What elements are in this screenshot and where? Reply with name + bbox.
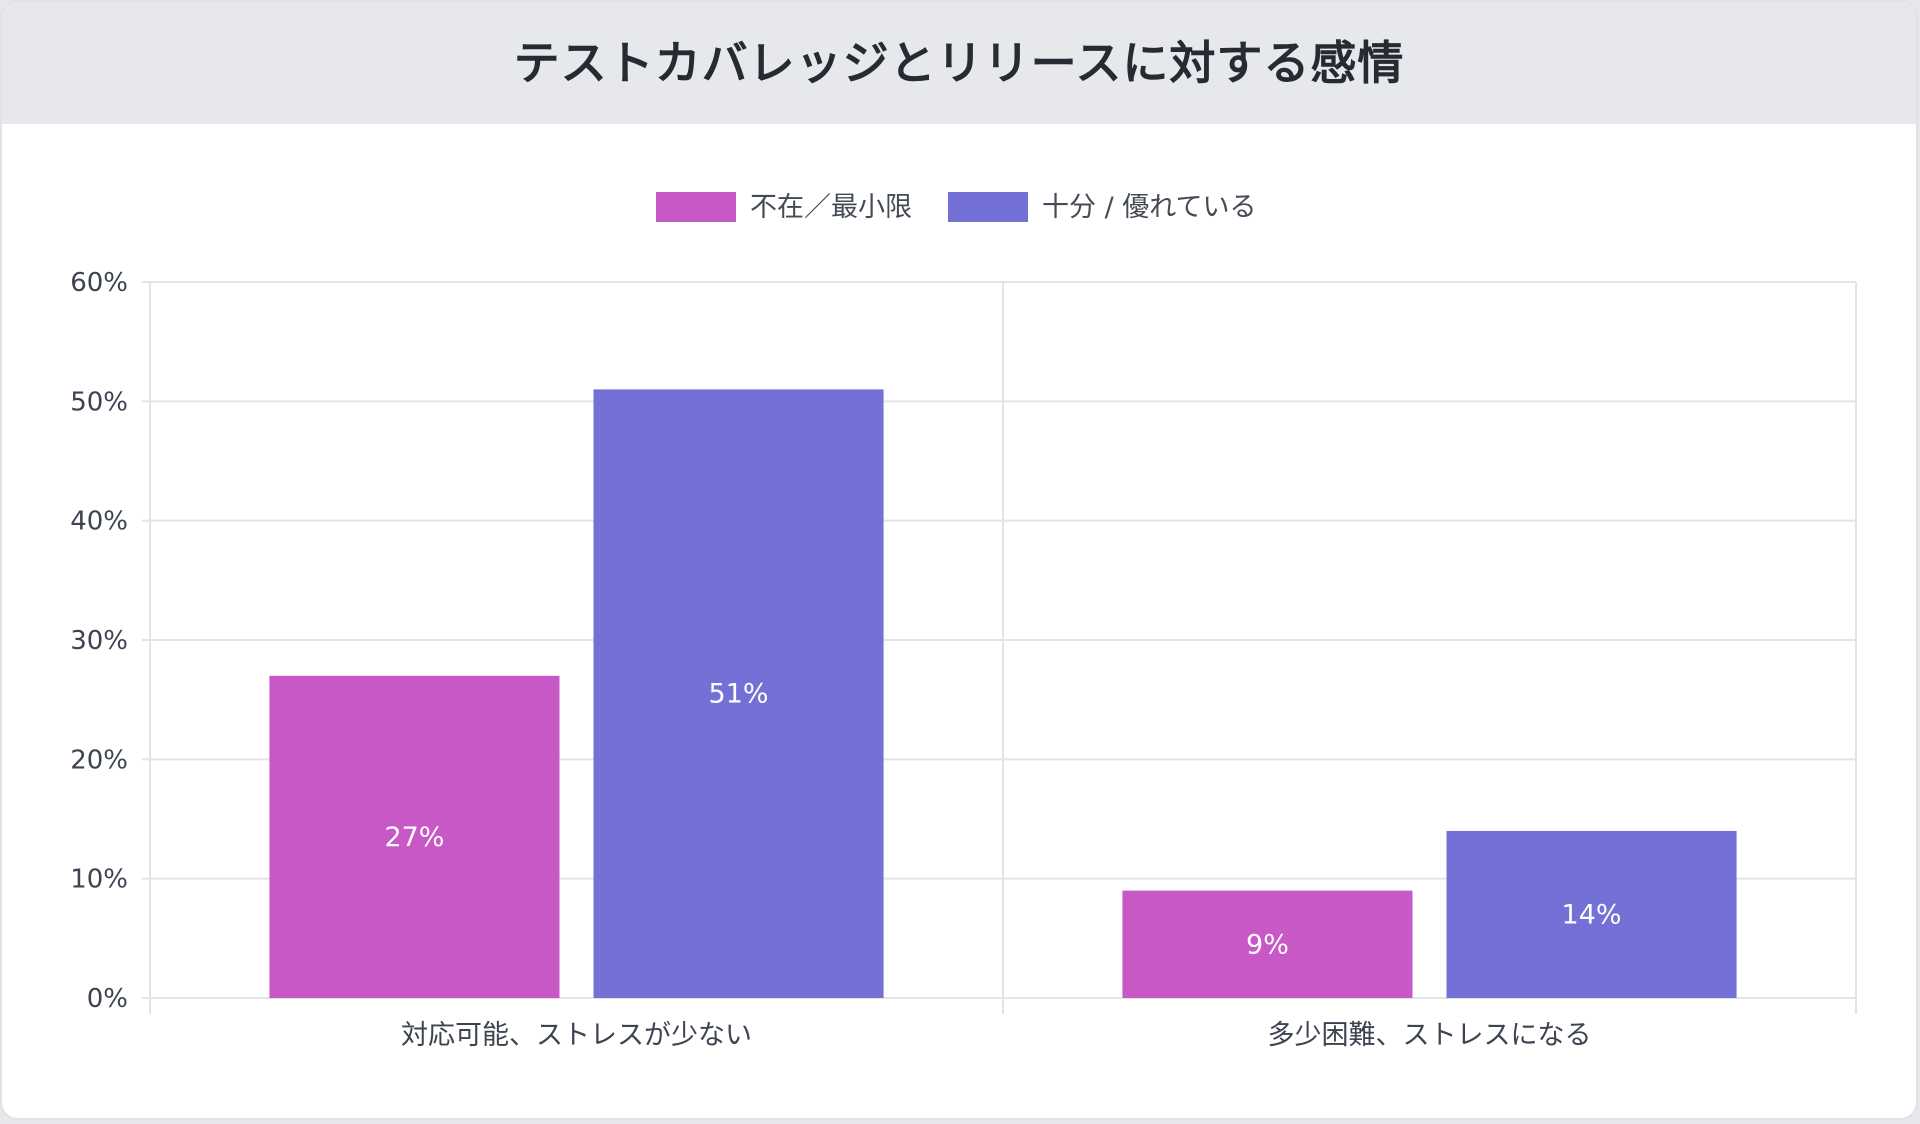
y-tick-label: 50% [70,387,128,417]
bar-value-label: 9% [1246,929,1289,960]
legend-label: 不在／最小限 [750,192,912,223]
bar-value-label: 27% [384,822,444,853]
chart-title: テストカバレッジとリリースに対する感情 [513,36,1405,90]
card-header: テストカバレッジとリリースに対する感情 [2,2,1916,124]
bar-labels: 27% 51% 9% 14% [384,679,1621,961]
bar [1446,830,1737,998]
x-category-label: 多少困難、ストレスになる [1268,1020,1592,1051]
y-tick-label: 30% [70,626,128,656]
y-tick-label: 0% [87,984,128,1014]
bars [269,389,1737,998]
bar [593,389,884,998]
y-tick-label: 40% [70,507,128,537]
legend-label: 十分 / 優れている [1042,192,1256,223]
y-axis: 0% 10% 20% 30% 40% 50% 60% [70,268,128,1014]
y-tick-label: 20% [70,745,128,775]
bar-value-label: 51% [709,679,769,710]
x-category-label: 対応可能、ストレスが少ない [401,1020,752,1051]
bar [1122,890,1413,998]
legend: 不在／最小限 十分 / 優れている [656,192,1256,223]
x-axis: 対応可能、ストレスが少ない 多少困難、ストレスになる [401,1020,1592,1051]
legend-swatch [948,192,1028,222]
y-tick-label: 10% [70,865,128,895]
y-tick-label: 60% [70,268,128,298]
legend-swatch [656,192,736,222]
bar-value-label: 14% [1562,899,1622,930]
bar [269,675,560,998]
